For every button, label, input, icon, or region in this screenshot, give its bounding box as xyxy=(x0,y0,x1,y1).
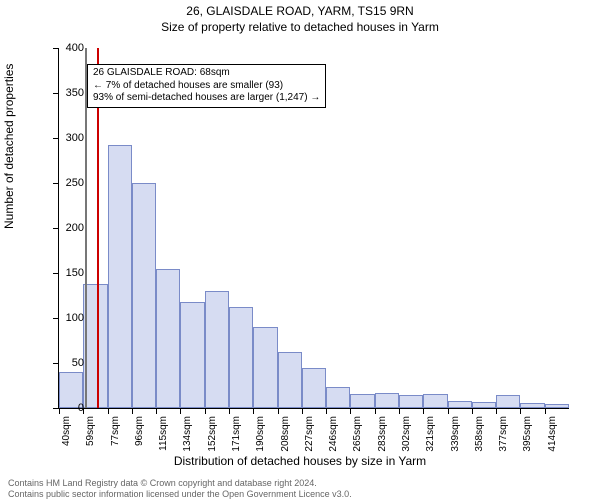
y-tick-label: 150 xyxy=(66,267,84,279)
histogram-bar xyxy=(423,394,447,408)
x-tick xyxy=(423,408,424,414)
x-tick xyxy=(326,408,327,414)
y-tick-label: 400 xyxy=(66,42,84,54)
y-tick-label: 300 xyxy=(66,132,84,144)
x-tick xyxy=(399,408,400,414)
x-tick xyxy=(108,408,109,414)
y-tick-label: 0 xyxy=(78,402,84,414)
y-tick xyxy=(53,93,59,94)
x-tick xyxy=(180,408,181,414)
y-tick-label: 50 xyxy=(72,357,84,369)
histogram-bar xyxy=(496,395,520,408)
y-tick xyxy=(53,228,59,229)
x-tick xyxy=(545,408,546,414)
histogram-bar xyxy=(472,402,496,408)
footer-line: Contains public sector information licen… xyxy=(8,489,352,500)
x-tick-label: 302sqm xyxy=(401,416,412,452)
x-tick-label: 227sqm xyxy=(304,416,315,452)
callout-box: 26 GLAISDALE ROAD: 68sqm← 7% of detached… xyxy=(87,64,326,108)
histogram-bar xyxy=(108,145,132,408)
histogram-bar xyxy=(83,284,107,408)
y-tick xyxy=(53,363,59,364)
x-tick-label: 208sqm xyxy=(280,416,291,452)
x-tick xyxy=(59,408,60,414)
x-tick-label: 321sqm xyxy=(425,416,436,452)
x-tick xyxy=(350,408,351,414)
y-tick-label: 350 xyxy=(66,87,84,99)
histogram-bar xyxy=(545,404,569,408)
y-tick-label: 250 xyxy=(66,177,84,189)
histogram-bar xyxy=(448,401,472,408)
histogram-bar xyxy=(278,352,302,408)
histogram-bar xyxy=(205,291,229,408)
y-tick-label: 200 xyxy=(66,222,84,234)
x-tick-label: 152sqm xyxy=(207,416,218,452)
y-axis-label: Number of detached properties xyxy=(2,64,16,229)
histogram-bar xyxy=(350,394,374,408)
x-tick-label: 96sqm xyxy=(134,416,145,446)
x-tick-label: 339sqm xyxy=(450,416,461,452)
x-tick-label: 77sqm xyxy=(110,416,121,446)
callout-line: 26 GLAISDALE ROAD: 68sqm xyxy=(93,67,320,80)
histogram-bar xyxy=(229,307,253,408)
x-axis-label: Distribution of detached houses by size … xyxy=(0,454,600,468)
callout-line: ← 7% of detached houses are smaller (93) xyxy=(93,80,320,93)
x-tick xyxy=(472,408,473,414)
x-tick-label: 377sqm xyxy=(498,416,509,452)
x-tick-label: 414sqm xyxy=(547,416,558,452)
histogram-bar xyxy=(302,368,326,409)
x-tick xyxy=(253,408,254,414)
x-tick xyxy=(229,408,230,414)
x-tick xyxy=(448,408,449,414)
copyright-footer: Contains HM Land Registry data © Crown c… xyxy=(8,478,352,500)
footer-line: Contains HM Land Registry data © Crown c… xyxy=(8,478,352,489)
x-tick-label: 395sqm xyxy=(522,416,533,452)
callout-line: 93% of semi-detached houses are larger (… xyxy=(93,92,320,105)
y-tick xyxy=(53,48,59,49)
histogram-bar xyxy=(180,302,204,408)
histogram-bar xyxy=(399,395,423,408)
y-tick xyxy=(53,138,59,139)
x-tick xyxy=(205,408,206,414)
x-tick xyxy=(302,408,303,414)
x-tick xyxy=(278,408,279,414)
histogram-bar xyxy=(253,327,277,408)
chart-title-sub: Size of property relative to detached ho… xyxy=(0,20,600,34)
histogram-bar xyxy=(132,183,156,408)
histogram-bar xyxy=(326,387,350,408)
chart-title-main: 26, GLAISDALE ROAD, YARM, TS15 9RN xyxy=(0,4,600,18)
y-tick xyxy=(53,183,59,184)
x-tick-label: 134sqm xyxy=(182,416,193,452)
histogram-bar xyxy=(520,403,544,408)
x-tick-label: 358sqm xyxy=(474,416,485,452)
x-tick-label: 246sqm xyxy=(328,416,339,452)
x-tick-label: 115sqm xyxy=(158,416,169,451)
x-tick xyxy=(496,408,497,414)
y-tick xyxy=(53,273,59,274)
x-tick xyxy=(132,408,133,414)
histogram-bar xyxy=(375,393,399,408)
x-tick-label: 171sqm xyxy=(231,416,242,452)
x-tick xyxy=(156,408,157,414)
x-tick xyxy=(375,408,376,414)
x-tick-label: 265sqm xyxy=(352,416,363,452)
y-tick xyxy=(53,318,59,319)
x-tick-label: 283sqm xyxy=(377,416,388,452)
histogram-bar xyxy=(156,269,180,409)
histogram-chart: 26 GLAISDALE ROAD: 68sqm← 7% of detached… xyxy=(58,48,569,409)
x-tick xyxy=(520,408,521,414)
x-tick-label: 190sqm xyxy=(255,416,266,452)
x-tick-label: 59sqm xyxy=(85,416,96,446)
x-tick-label: 40sqm xyxy=(61,416,72,446)
y-tick-label: 100 xyxy=(66,312,84,324)
